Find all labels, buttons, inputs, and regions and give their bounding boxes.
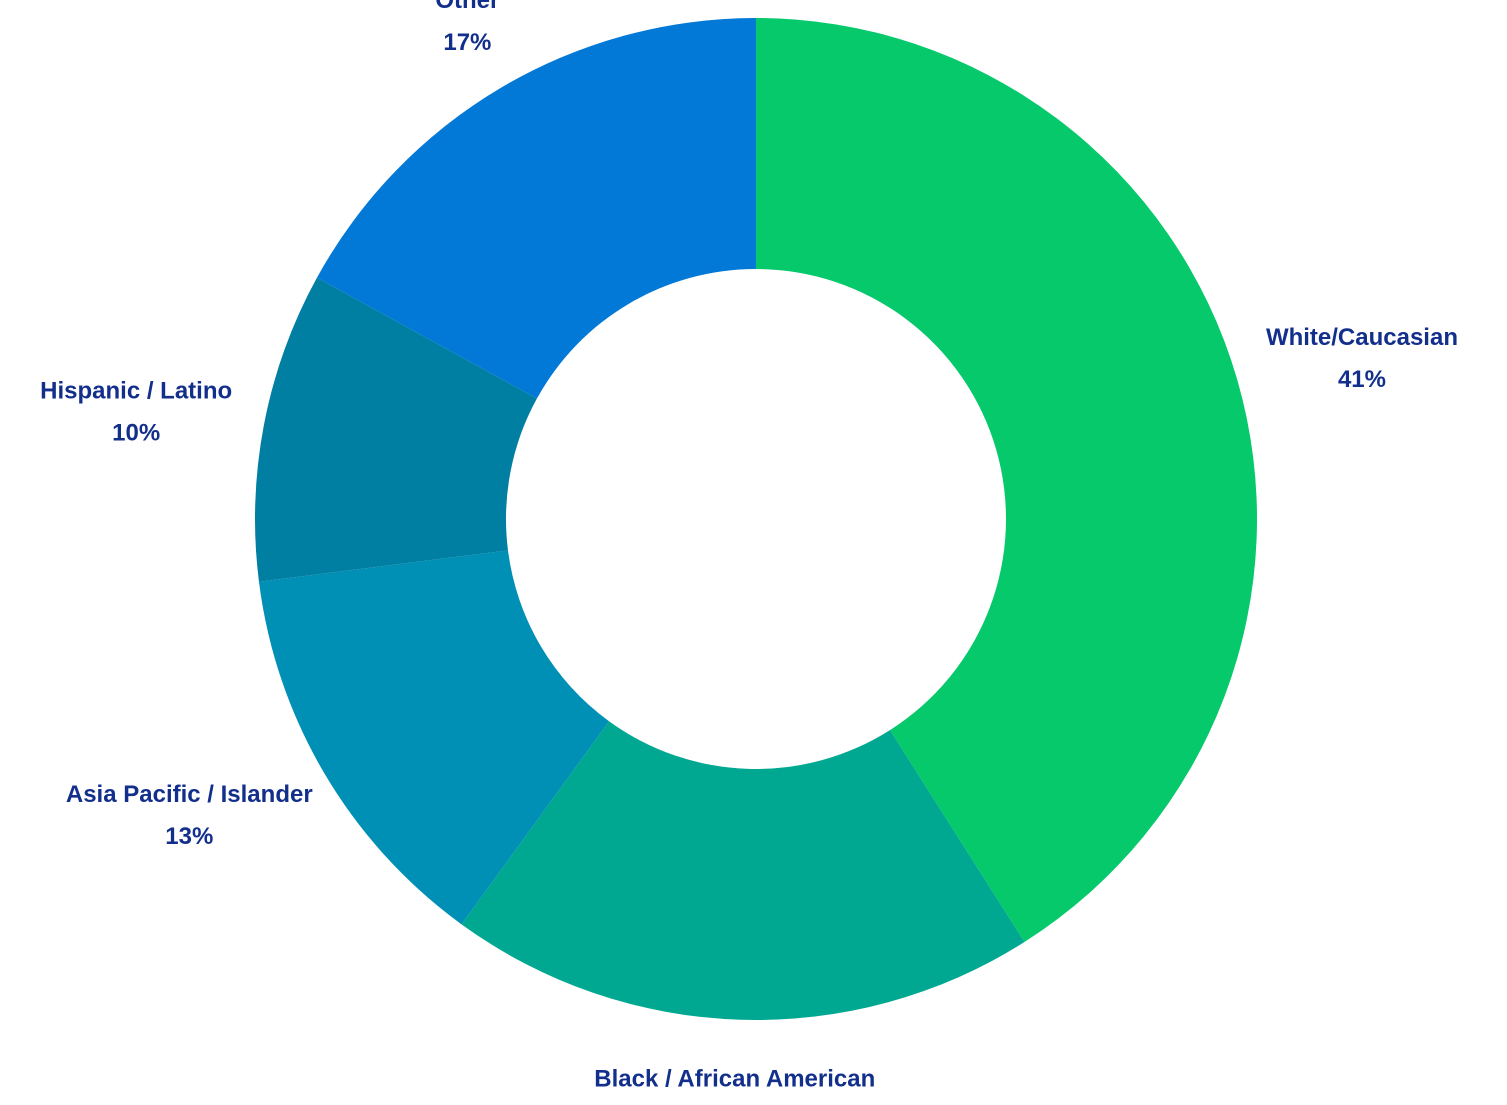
category-label: Black / African American <box>594 1066 875 1093</box>
value-label: 17% <box>443 29 491 56</box>
segment-label: Other 17% <box>435 0 499 56</box>
category-label: Asia Pacific / Islander <box>66 781 313 808</box>
donut-segment <box>756 18 1257 943</box>
segment-label: Black / African American19% <box>594 1066 875 1093</box>
segment-label: Hispanic / Latino 10% <box>40 377 232 446</box>
donut-segment <box>461 721 1025 1020</box>
value-label: 10% <box>112 419 160 446</box>
category-label: White/Caucasian <box>1266 324 1458 351</box>
donut-segment <box>255 277 537 582</box>
category-label: Other <box>435 0 499 14</box>
segment-label: Asia Pacific / Islander 13% <box>66 781 313 850</box>
value-label: 41% <box>1338 366 1386 393</box>
donut-segment <box>258 550 610 925</box>
category-label: Hispanic / Latino <box>40 377 232 404</box>
donut-segment <box>316 18 756 399</box>
value-label: 13% <box>165 823 213 850</box>
segment-label: White/Caucasian 41% <box>1266 324 1458 393</box>
